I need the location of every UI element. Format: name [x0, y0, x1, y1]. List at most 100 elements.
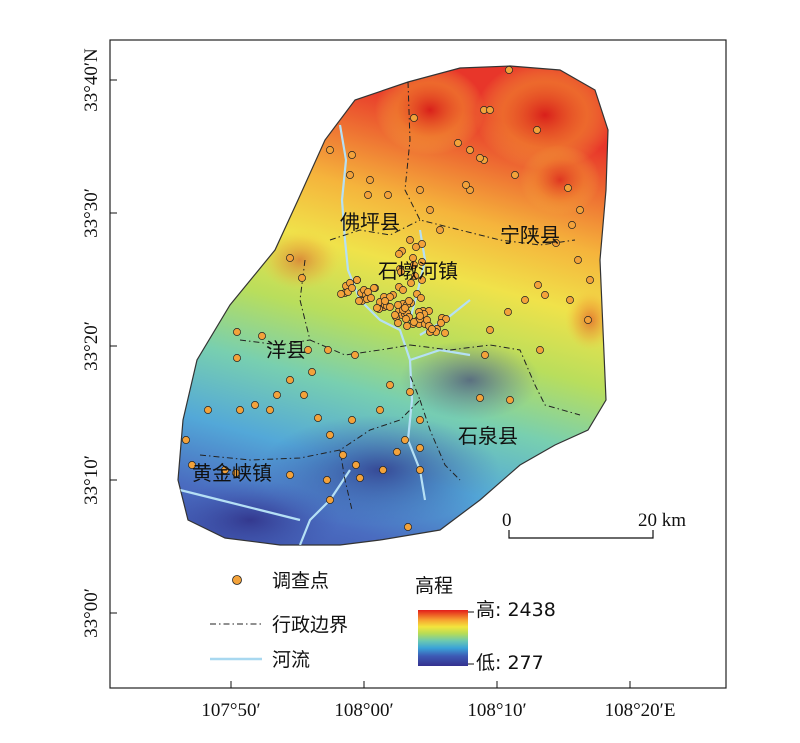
lon-tick-label: 107°50′	[201, 700, 260, 721]
survey-point	[370, 284, 378, 292]
survey-point	[251, 401, 259, 409]
survey-point	[397, 268, 405, 276]
survey-point	[416, 466, 424, 474]
svg-text:0: 0	[502, 510, 512, 531]
survey-point	[324, 346, 332, 354]
survey-point	[416, 416, 424, 424]
survey-point	[401, 436, 409, 444]
lon-tick-label: 108°20′E	[605, 700, 676, 721]
survey-point	[314, 414, 322, 422]
survey-point	[404, 523, 412, 531]
survey-point	[394, 319, 402, 327]
lon-tick-label: 108°10′	[467, 700, 526, 721]
survey-point	[536, 346, 544, 354]
survey-point	[348, 151, 356, 159]
survey-point	[386, 381, 394, 389]
survey-point	[410, 114, 418, 122]
survey-point	[416, 444, 424, 452]
survey-point	[407, 279, 415, 287]
svg-text:20 km: 20 km	[638, 510, 686, 531]
survey-point	[232, 469, 240, 477]
survey-point	[568, 221, 576, 229]
survey-point	[379, 466, 387, 474]
survey-point	[233, 328, 241, 336]
survey-point	[506, 396, 514, 404]
survey-point	[384, 191, 392, 199]
label-foping: 佛坪县	[340, 210, 400, 234]
survey-point	[356, 474, 364, 482]
survey-point	[476, 154, 484, 162]
lat-tick-label: 33°10′	[81, 455, 102, 505]
survey-point	[300, 391, 308, 399]
survey-point	[339, 451, 347, 459]
lat-axis	[110, 79, 117, 614]
survey-point	[564, 184, 572, 192]
survey-point	[584, 316, 592, 324]
survey-point	[286, 254, 294, 262]
survey-point	[406, 388, 414, 396]
survey-point	[353, 276, 361, 284]
survey-point	[308, 368, 316, 376]
svg-text:行政边界: 行政边界	[272, 614, 348, 636]
lat-tick-label: 33°00′	[81, 588, 102, 638]
scale-bar: 0 20 km	[502, 510, 686, 539]
survey-point	[188, 461, 196, 469]
survey-point	[346, 171, 354, 179]
survey-point	[486, 106, 494, 114]
survey-point	[326, 431, 334, 439]
survey-point	[393, 448, 401, 456]
survey-point	[411, 272, 419, 280]
survey-point	[337, 290, 345, 298]
survey-point	[266, 406, 274, 414]
survey-point	[486, 326, 494, 334]
survey-point	[326, 146, 334, 154]
survey-point	[533, 126, 541, 134]
plot-frame	[109, 39, 727, 689]
survey-point	[364, 191, 372, 199]
svg-text:高程: 高程	[415, 575, 453, 597]
survey-point	[351, 351, 359, 359]
survey-point	[258, 332, 266, 340]
survey-point	[441, 329, 449, 337]
survey-point	[412, 243, 420, 251]
label-huangjinxia: 黄金峡镇	[192, 461, 272, 485]
survey-point	[476, 394, 484, 402]
survey-point	[574, 256, 582, 264]
survey-point	[323, 476, 331, 484]
survey-point	[236, 406, 244, 414]
survey-point	[417, 294, 425, 302]
survey-point	[182, 436, 190, 444]
survey-point	[298, 274, 306, 282]
survey-point	[405, 297, 413, 305]
survey-point	[394, 301, 402, 309]
svg-text:高: 2438: 高: 2438	[476, 599, 556, 621]
survey-point	[466, 146, 474, 154]
survey-point	[586, 276, 594, 284]
survey-point	[418, 276, 426, 284]
survey-point	[552, 239, 560, 247]
survey-point	[428, 325, 436, 333]
survey-point	[391, 311, 399, 319]
survey-point	[454, 139, 462, 147]
survey-point	[416, 312, 424, 320]
lat-tick-label: 33°30′	[81, 188, 102, 238]
survey-point	[576, 206, 584, 214]
survey-point	[304, 346, 312, 354]
survey-point	[462, 181, 470, 189]
survey-point	[355, 297, 363, 305]
label-shijiahe: 石墩河镇	[378, 259, 458, 283]
survey-point	[221, 466, 229, 474]
survey-point	[381, 297, 389, 305]
svg-text:低: 277: 低: 277	[476, 652, 544, 674]
survey-point	[401, 304, 409, 312]
survey-points	[182, 66, 594, 531]
svg-text:河流: 河流	[272, 649, 310, 671]
survey-point	[367, 294, 375, 302]
survey-point	[418, 258, 426, 266]
survey-point	[376, 406, 384, 414]
survey-point	[436, 226, 444, 234]
survey-point	[204, 406, 212, 414]
legend: 调查点 行政边界 河流 高程 高: 2438 低: 277	[210, 570, 556, 674]
survey-point	[326, 496, 334, 504]
